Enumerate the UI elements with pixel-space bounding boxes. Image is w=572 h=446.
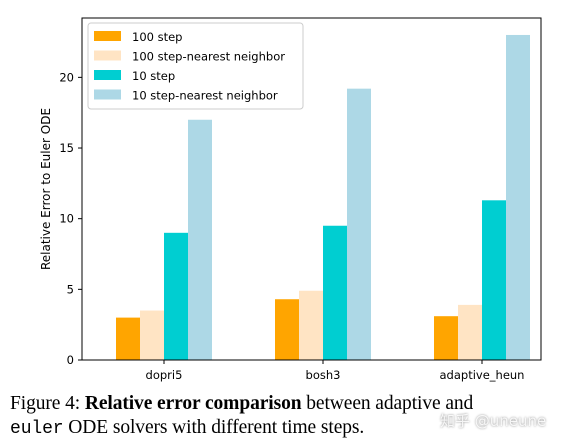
caption-suffix: ODE solvers with different time steps. <box>63 417 365 438</box>
bar-adaptive_heun-1 <box>458 304 482 360</box>
bar-bosh3-3 <box>347 88 371 360</box>
legend-label-0: 100 step <box>132 30 182 44</box>
bar-dopri5-1 <box>140 310 164 360</box>
legend: 100 step 100 step-nearest neighbor 10 step… <box>87 22 304 110</box>
y-tick-label-5: 5 <box>67 282 74 296</box>
bar-dopri5-0 <box>116 317 140 360</box>
x-tick-label-dopri5: dopri5 <box>146 368 183 382</box>
bars-group <box>116 34 530 360</box>
x-tick-label-bosh3: bosh3 <box>306 368 341 382</box>
chart: 0 5 10 15 20 dopri5 bosh3 adaptive_heun Relati… <box>39 17 542 382</box>
y-axis-label: Relative Error to Euler ODE <box>39 108 53 270</box>
legend-swatch-3 <box>94 89 121 100</box>
y-tick-label-20: 20 <box>59 70 74 84</box>
bar-adaptive_heun-2 <box>482 200 506 360</box>
figure-caption: Figure 4: Relative error comparison betw… <box>10 392 570 441</box>
legend-swatch-2 <box>94 70 121 80</box>
x-axis: dopri5 bosh3 adaptive_heun <box>146 360 525 382</box>
legend-label-1: 100 step-nearest neighbor <box>132 50 285 64</box>
legend-label-3: 10 step-nearest neighbor <box>132 89 278 103</box>
bar-bosh3-1 <box>299 290 323 360</box>
bar-bosh3-2 <box>323 225 347 360</box>
legend-label-2: 10 step <box>132 69 175 83</box>
legend-box <box>87 22 304 110</box>
legend-swatch-1 <box>94 50 121 61</box>
bar-adaptive_heun-0 <box>434 316 458 360</box>
caption-bold: Relative error comparison <box>84 393 302 414</box>
bar-dopri5-2 <box>164 232 188 360</box>
axes-frame <box>81 17 542 361</box>
y-tick-label-0: 0 <box>67 353 74 367</box>
bar-adaptive_heun-3 <box>506 34 530 360</box>
bar-bosh3-0 <box>275 299 299 360</box>
y-axis: 0 5 10 15 20 <box>59 70 82 367</box>
caption-code: euler <box>10 419 64 439</box>
bar-dopri5-3 <box>188 119 212 360</box>
y-tick-label-15: 15 <box>59 141 74 155</box>
x-tick-label-adaptive_heun: adaptive_heun <box>440 368 525 382</box>
y-tick-label-10: 10 <box>59 212 74 226</box>
caption-middle: between adaptive and <box>301 393 474 414</box>
caption-prefix: Figure 4: <box>10 393 85 414</box>
legend-swatch-0 <box>94 31 121 41</box>
